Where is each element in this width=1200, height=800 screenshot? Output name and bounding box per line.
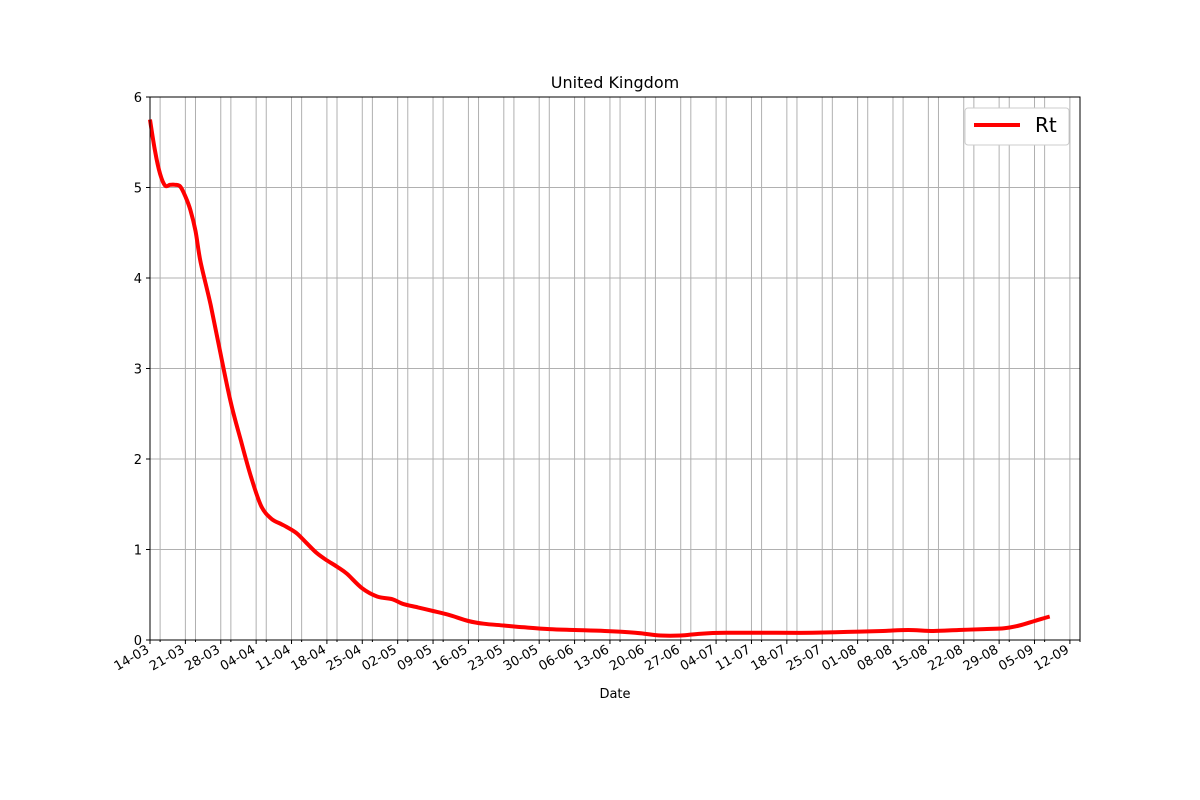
legend: Rt — [964, 107, 1070, 146]
legend-label: Rt — [1035, 113, 1057, 137]
y-tick-label: 1 — [134, 544, 142, 559]
y-tick-label: 0 — [134, 634, 142, 649]
y-tick-label: 5 — [134, 182, 142, 197]
y-axis: 0 1 2 3 4 5 6 — [134, 91, 150, 649]
y-tick-label: 4 — [134, 272, 142, 287]
y-tick-label: 2 — [134, 453, 142, 468]
x-axis-label: Date — [599, 687, 630, 702]
y-tick-label: 3 — [134, 363, 142, 378]
series-line-rt — [148, 119, 1051, 638]
y-tick-label: 6 — [134, 91, 142, 106]
chart-title: United Kingdom — [551, 73, 679, 92]
line-layer — [148, 119, 1051, 638]
